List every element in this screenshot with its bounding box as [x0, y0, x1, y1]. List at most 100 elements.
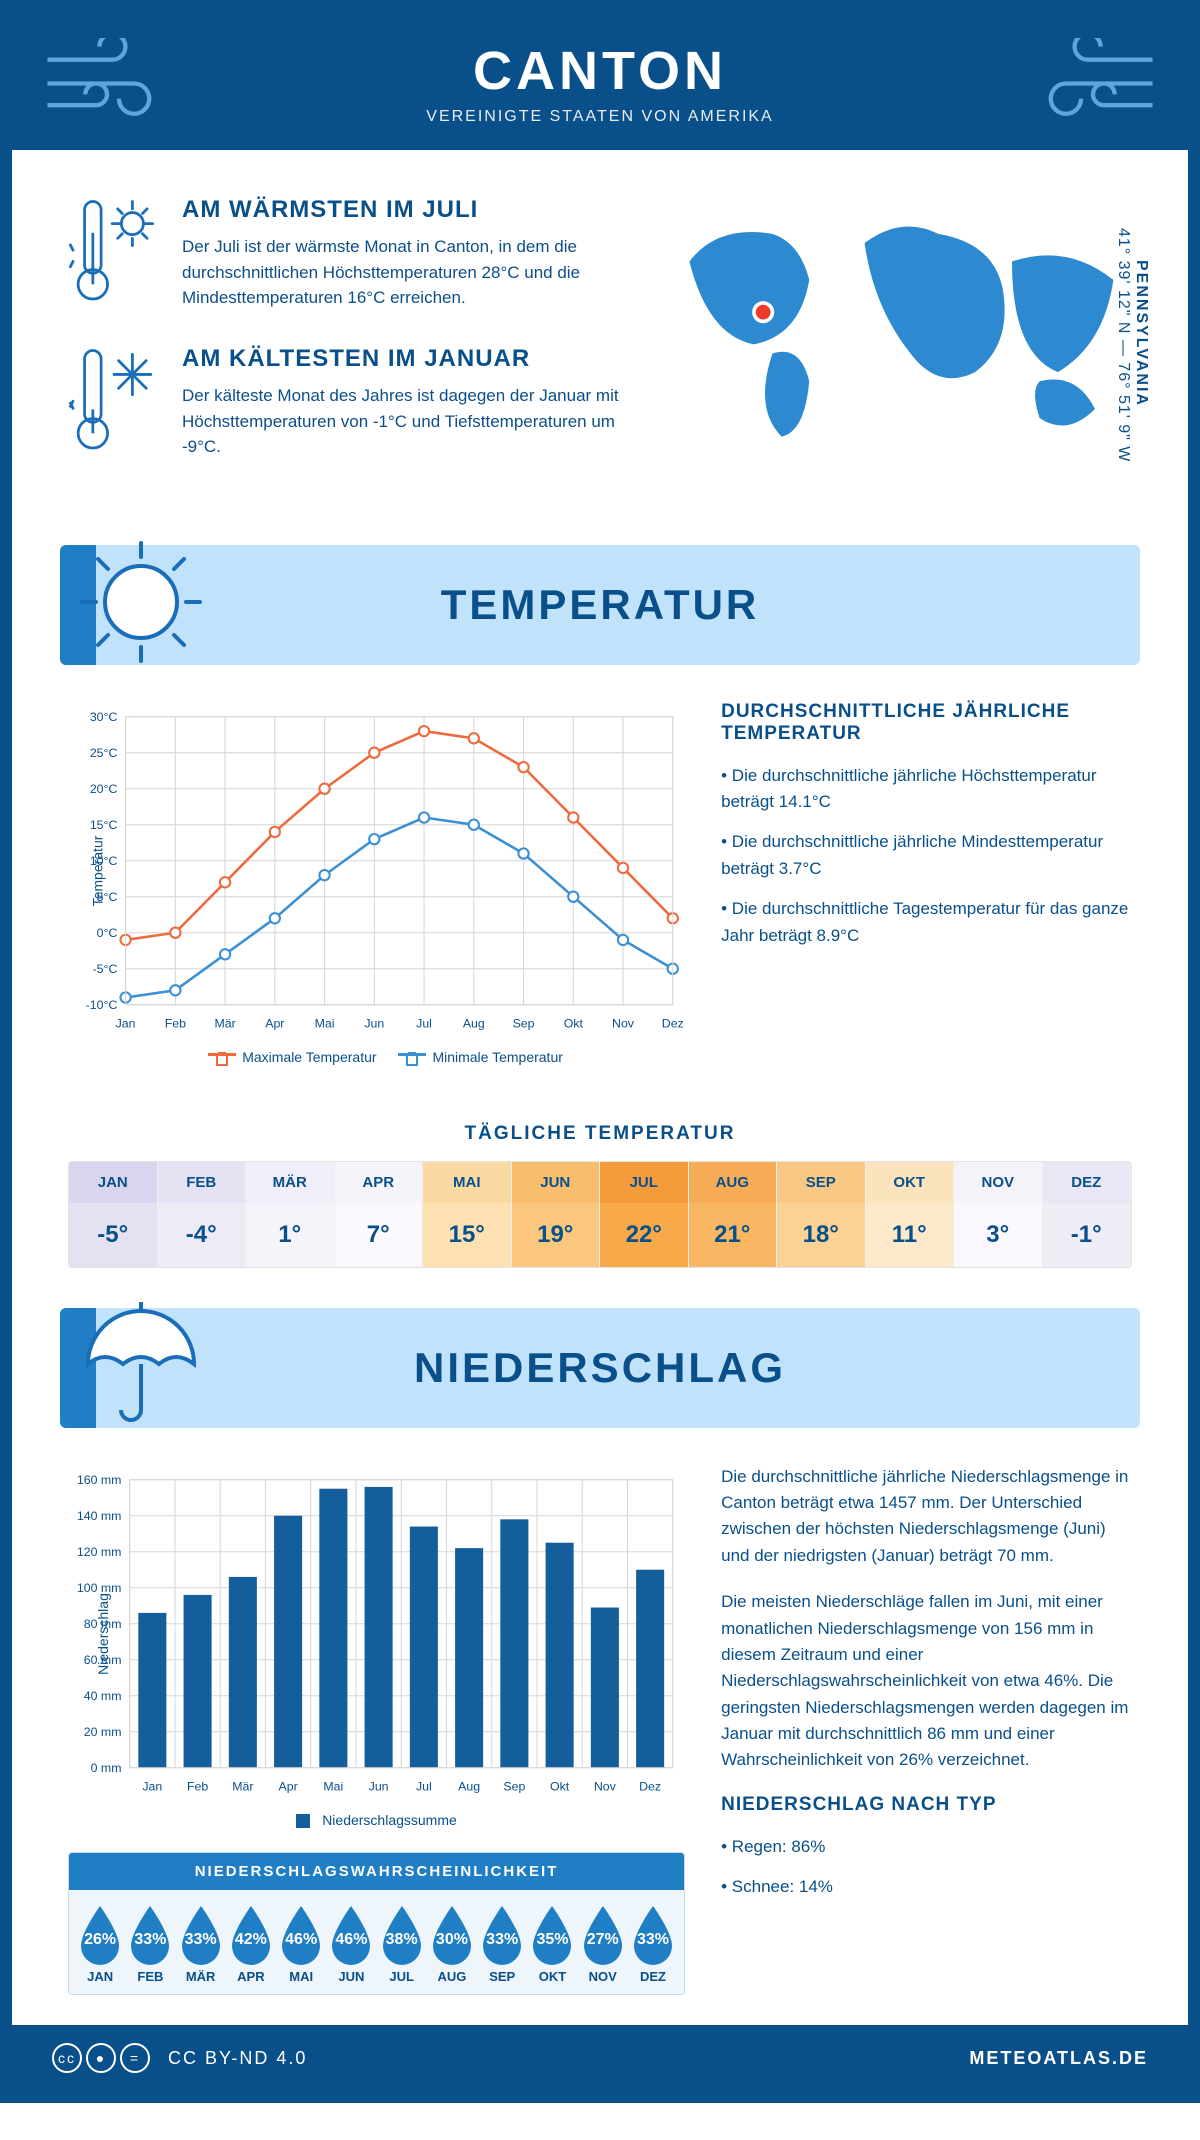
svg-text:Jan: Jan [142, 1779, 162, 1793]
prob-value: 33% [176, 1931, 226, 1949]
thermometer-snow-icon [68, 345, 160, 460]
prob-cell: 35% OKT [527, 1904, 577, 1984]
svg-text:Dez: Dez [662, 1016, 684, 1030]
avg-temp-bullets: Die durchschnittliche jährliche Höchstte… [721, 763, 1132, 949]
daily-temp-value: -4° [158, 1203, 247, 1267]
svg-text:140 mm: 140 mm [77, 1509, 122, 1523]
prob-value: 26% [75, 1931, 125, 1949]
precip-type-bullet: Schnee: 14% [721, 1874, 1132, 1900]
svg-text:Dez: Dez [639, 1779, 661, 1793]
warmest-heading: AM WÄRMSTEN IM JULI [182, 196, 631, 224]
precip-type-heading: NIEDERSCHLAG NACH TYP [721, 1794, 1132, 1816]
svg-text:Feb: Feb [165, 1016, 186, 1030]
daily-temp-value: 22° [600, 1203, 689, 1267]
precip-legend-label: Niederschlagssumme [322, 1812, 457, 1828]
precipitation-bar-chart: Niederschlag 0 mm20 mm40 mm60 mm80 mm100… [68, 1464, 685, 1804]
prob-month: DEZ [628, 1969, 678, 1984]
precip-para-1: Die durchschnittliche jährliche Niedersc… [721, 1464, 1132, 1569]
license-label: CC BY-ND 4.0 [168, 2048, 307, 2069]
prob-value: 33% [125, 1931, 175, 1949]
daily-month-head: APR [335, 1162, 424, 1203]
precipitation-banner: NIEDERSCHLAG [60, 1308, 1140, 1428]
temp-y-axis-label: Temperatur [89, 835, 105, 906]
prob-value: 27% [578, 1931, 628, 1949]
temperature-section: Temperatur -10°C-5°C0°C5°C10°C15°C20°C25… [12, 701, 1188, 1095]
prob-cell: 46% JUN [326, 1904, 376, 1984]
temperature-line-chart: Temperatur -10°C-5°C0°C5°C10°C15°C20°C25… [68, 701, 685, 1041]
precip-type-bullets: Regen: 86% Schnee: 14% [721, 1834, 1132, 1901]
country-subtitle: VEREINIGTE STAATEN VON AMERIKA [32, 108, 1168, 126]
coldest-fact: AM KÄLTESTEN IM JANUAR Der kälteste Mona… [68, 345, 631, 460]
wind-icon [42, 38, 172, 118]
prob-month: MÄR [176, 1969, 226, 1984]
prob-value: 33% [477, 1931, 527, 1949]
warmest-body: Der Juli ist der wärmste Monat in Canton… [182, 234, 631, 311]
svg-text:Mai: Mai [315, 1016, 335, 1030]
precip-probability-box: NIEDERSCHLAGSWAHRSCHEINLICHKEIT 26% JAN … [68, 1852, 685, 1995]
prob-month: JUN [326, 1969, 376, 1984]
city-title: CANTON [32, 40, 1168, 102]
svg-text:Jun: Jun [364, 1016, 384, 1030]
prob-cell: 42% APR [226, 1904, 276, 1984]
svg-text:Mai: Mai [323, 1779, 343, 1793]
prob-value: 30% [427, 1931, 477, 1949]
daily-month-head: JAN [69, 1162, 158, 1203]
daily-month-head: MAI [423, 1162, 512, 1203]
coordinates-label: PENNSYLVANIA 41° 39' 12" N — 76° 51' 9" … [1114, 196, 1150, 495]
prob-cell: 33% SEP [477, 1904, 527, 1984]
svg-text:Nov: Nov [594, 1779, 617, 1793]
svg-text:160 mm: 160 mm [77, 1473, 122, 1487]
precip-probability-heading: NIEDERSCHLAGSWAHRSCHEINLICHKEIT [69, 1853, 684, 1890]
coldest-heading: AM KÄLTESTEN IM JANUAR [182, 345, 631, 373]
svg-text:-5°C: -5°C [93, 962, 118, 976]
daily-temp-value: 3° [954, 1203, 1043, 1267]
svg-text:Mär: Mär [232, 1779, 253, 1793]
daily-month-head: DEZ [1043, 1162, 1132, 1203]
intro-section: AM WÄRMSTEN IM JULI Der Juli ist der wär… [12, 150, 1188, 525]
precip-para-2: Die meisten Niederschläge fallen im Juni… [721, 1589, 1132, 1773]
page-footer: cc●= CC BY-ND 4.0 METEOATLAS.DE [12, 2025, 1188, 2091]
daily-temp-value: 15° [423, 1203, 512, 1267]
prob-value: 33% [628, 1931, 678, 1949]
prob-cell: 46% MAI [276, 1904, 326, 1984]
svg-text:Okt: Okt [564, 1016, 584, 1030]
svg-text:Jul: Jul [416, 1779, 432, 1793]
temperature-heading: TEMPERATUR [60, 581, 1140, 629]
avg-temp-heading: DURCHSCHNITTLICHE JÄHRLICHE TEMPERATUR [721, 701, 1132, 745]
prob-cell: 33% MÄR [176, 1904, 226, 1984]
legend-min-label: Minimale Temperatur [432, 1049, 562, 1065]
svg-text:Apr: Apr [279, 1779, 298, 1793]
prob-cell: 33% DEZ [628, 1904, 678, 1984]
svg-text:20 mm: 20 mm [84, 1725, 122, 1739]
svg-text:-10°C: -10°C [86, 998, 118, 1012]
avg-temp-bullet: Die durchschnittliche jährliche Höchstte… [721, 763, 1132, 816]
coldest-body: Der kälteste Monat des Jahres ist dagege… [182, 383, 631, 460]
sun-icon [76, 537, 206, 667]
precip-type-bullet: Regen: 86% [721, 1834, 1132, 1860]
svg-text:Okt: Okt [550, 1779, 570, 1793]
prob-month: NOV [578, 1969, 628, 1984]
svg-text:Aug: Aug [463, 1016, 485, 1030]
temperature-legend: Maximale Temperatur Minimale Temperatur [68, 1049, 685, 1065]
warmest-fact: AM WÄRMSTEN IM JULI Der Juli ist der wär… [68, 196, 631, 311]
svg-text:Feb: Feb [187, 1779, 208, 1793]
prob-value: 42% [226, 1931, 276, 1949]
prob-cell: 26% JAN [75, 1904, 125, 1984]
svg-text:Jul: Jul [416, 1016, 432, 1030]
prob-cell: 33% FEB [125, 1904, 175, 1984]
thermometer-sun-icon [68, 196, 160, 311]
daily-month-head: FEB [158, 1162, 247, 1203]
daily-month-head: NOV [954, 1162, 1043, 1203]
precipitation-section: Niederschlag 0 mm20 mm40 mm60 mm80 mm100… [12, 1464, 1188, 2025]
temperature-banner: TEMPERATUR [60, 545, 1140, 665]
daily-temp-value: 11° [866, 1203, 955, 1267]
svg-text:20°C: 20°C [90, 782, 118, 796]
prob-month: AUG [427, 1969, 477, 1984]
world-map [671, 196, 1132, 456]
svg-text:0 mm: 0 mm [91, 1761, 122, 1775]
svg-text:0°C: 0°C [97, 926, 118, 940]
prob-month: SEP [477, 1969, 527, 1984]
daily-month-head: SEP [777, 1162, 866, 1203]
daily-month-head: OKT [866, 1162, 955, 1203]
prob-month: MAI [276, 1969, 326, 1984]
